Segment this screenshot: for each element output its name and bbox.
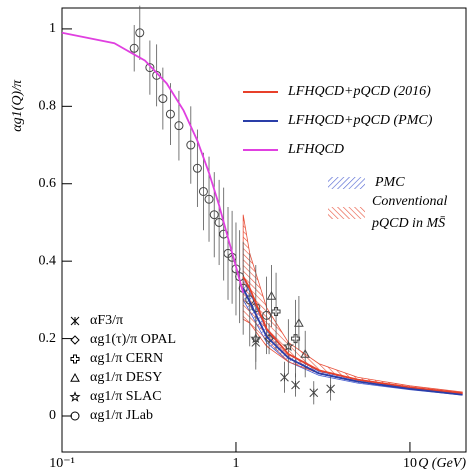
point: [145, 63, 155, 73]
point: [129, 43, 139, 53]
legend-label: PMC: [374, 175, 405, 190]
legend-swatch: [328, 177, 365, 189]
point: [271, 306, 281, 316]
legend-marker: [70, 316, 80, 326]
point: [300, 349, 311, 358]
y-tick-label: 0.2: [39, 331, 57, 346]
legend-marker: [70, 372, 80, 382]
y-tick-label: 0: [49, 408, 56, 423]
x-axis-label: Q (GeV): [418, 456, 466, 471]
point: [326, 384, 335, 394]
y-tick-label: 0.6: [39, 176, 57, 191]
legend-marker: [69, 391, 81, 402]
point: [204, 194, 214, 204]
y-tick-label: 0.4: [39, 253, 57, 268]
legend-label: αF3/π: [90, 313, 123, 328]
point: [186, 140, 196, 150]
line: [242, 287, 463, 396]
x-tick-label: 10⁻¹: [49, 456, 75, 471]
legend-label: αg1/π JLab: [90, 408, 153, 423]
point: [198, 186, 208, 196]
y-tick-label: 1: [49, 21, 56, 36]
y-tick-label: 0.8: [39, 99, 57, 114]
legend-marker: [70, 411, 80, 421]
point: [291, 334, 301, 344]
point: [294, 318, 304, 327]
point: [266, 290, 277, 300]
legend-label: αg1/π CERN: [90, 351, 163, 366]
x-tick-label: 1: [232, 456, 239, 471]
legend-marker: [70, 335, 80, 345]
legend-swatch: [328, 207, 365, 219]
legend-label: LFHQCD+pQCD (PMC): [287, 113, 433, 128]
legend-label: Conventional: [372, 194, 448, 209]
legend-label: pQCD in MS̄: [371, 216, 446, 231]
line: [242, 276, 463, 395]
point: [135, 28, 145, 38]
legend-label: αg1/π DESY: [90, 370, 162, 385]
legend-label: LFHQCD: [287, 142, 344, 157]
legend-marker: [70, 354, 80, 364]
point: [291, 380, 300, 390]
x-tick-label: 10: [403, 456, 417, 471]
plot-frame: [61, 7, 467, 453]
legend-label: LFHQCD+pQCD (2016): [287, 84, 431, 99]
line: [61, 31, 245, 294]
legend-label: αg1(τ)/π OPAL: [90, 332, 176, 347]
point: [165, 109, 175, 119]
point: [152, 70, 162, 80]
point: [192, 163, 202, 173]
point: [280, 372, 289, 382]
legend-label: αg1/π SLAC: [90, 389, 162, 404]
y-axis-label: αg1(Q)/π: [10, 79, 25, 132]
point: [209, 210, 219, 220]
point: [158, 94, 168, 104]
point: [309, 388, 319, 398]
point: [174, 121, 184, 131]
point: [282, 340, 294, 352]
point: [262, 310, 272, 320]
